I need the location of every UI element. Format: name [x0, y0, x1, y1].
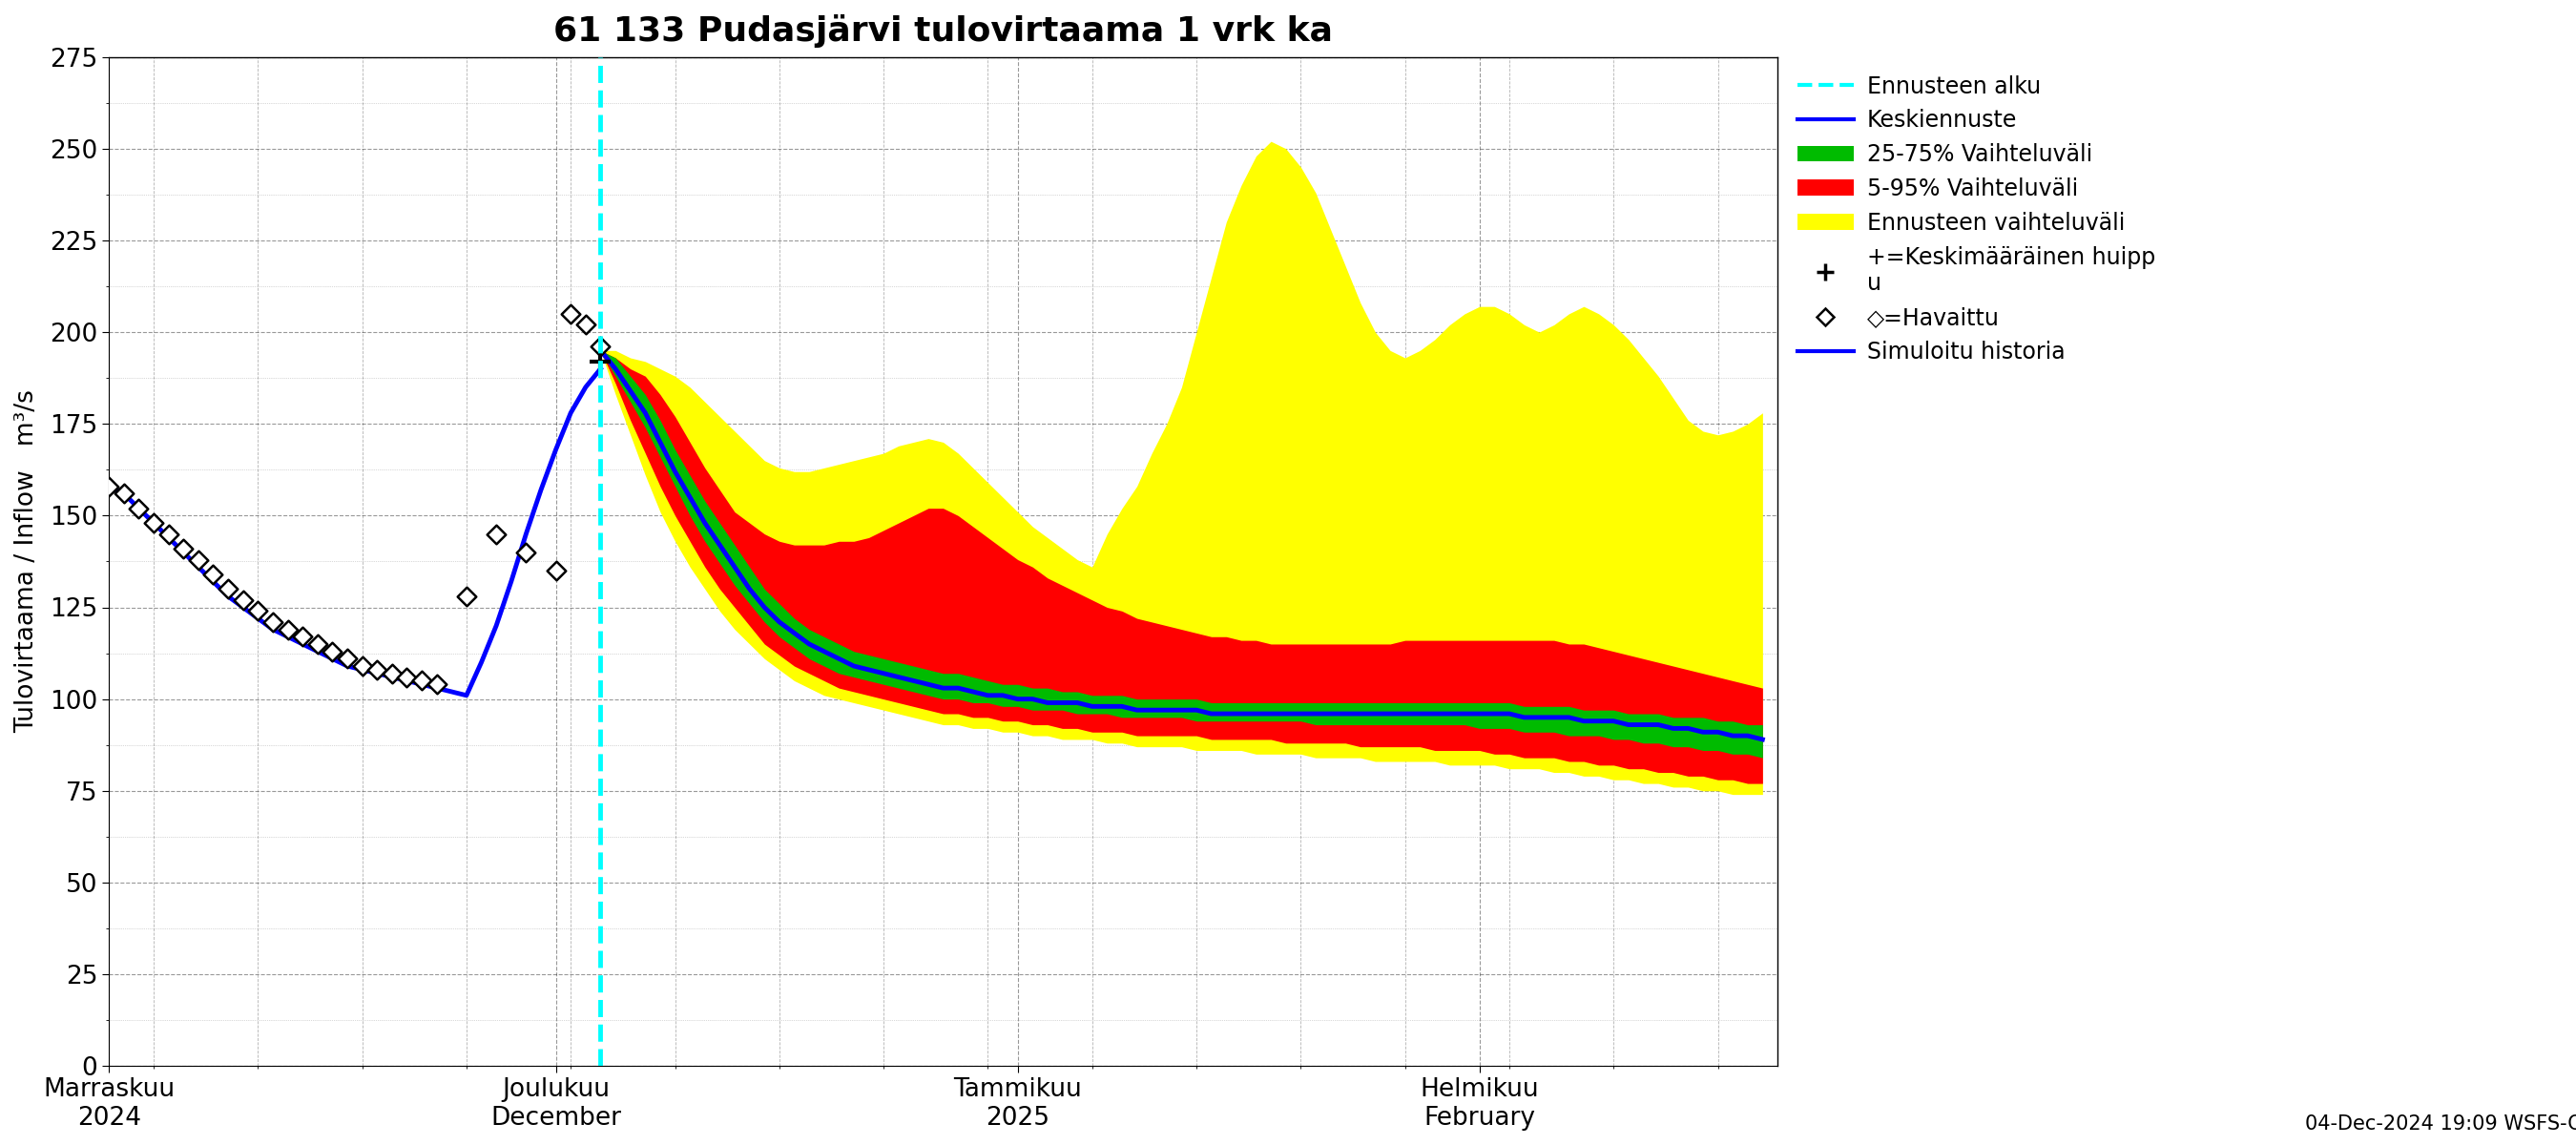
Point	[222, 591, 263, 609]
Point	[103, 484, 144, 503]
Title: 61 133 Pudasjärvi tulovirtaama 1 vrk ka: 61 133 Pudasjärvi tulovirtaama 1 vrk ka	[554, 14, 1332, 48]
Y-axis label: Tulovirtaama / Inflow   m³/s: Tulovirtaama / Inflow m³/s	[15, 389, 39, 733]
Point	[178, 551, 219, 569]
Point	[268, 621, 309, 639]
Point	[505, 543, 546, 561]
Point	[296, 634, 337, 653]
Point	[118, 499, 160, 518]
Point	[209, 579, 250, 598]
Point	[477, 524, 518, 543]
Point	[237, 602, 278, 621]
Point	[281, 627, 322, 646]
Point	[402, 672, 443, 690]
Point	[147, 524, 188, 543]
Point	[371, 664, 412, 682]
Point	[343, 657, 384, 676]
Point	[564, 316, 605, 334]
Point	[417, 676, 459, 694]
Point	[134, 514, 175, 532]
Point	[355, 661, 397, 679]
Point	[446, 587, 487, 606]
Point	[162, 539, 204, 558]
Point	[386, 668, 428, 686]
Point	[536, 561, 577, 579]
Point	[252, 613, 294, 631]
Point	[312, 642, 353, 661]
Point	[193, 566, 234, 584]
Legend: Ennusteen alku, Keskiennuste, 25-75% Vaihteluväli, 5-95% Vaihteluväli, Ennusteen: Ennusteen alku, Keskiennuste, 25-75% Vai…	[1790, 69, 2161, 370]
Point	[551, 305, 592, 323]
Point	[327, 649, 368, 668]
Point	[88, 477, 129, 496]
Point	[580, 338, 621, 356]
Text: 04-Dec-2024 19:09 WSFS-O: 04-Dec-2024 19:09 WSFS-O	[2306, 1114, 2576, 1134]
